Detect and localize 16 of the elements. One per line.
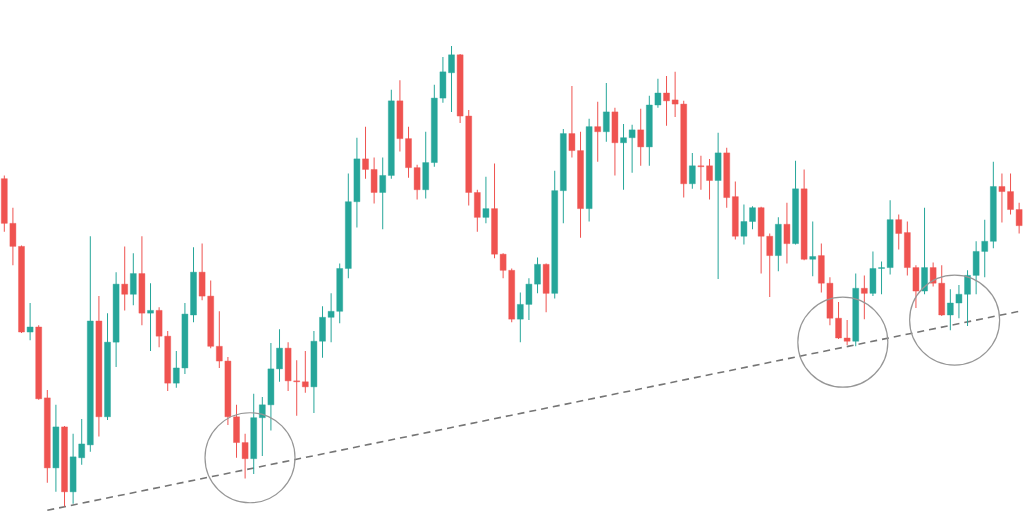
candlestick xyxy=(147,282,154,352)
candlestick xyxy=(921,207,928,295)
candlestick xyxy=(895,214,902,251)
candlestick xyxy=(26,302,34,341)
candlestick xyxy=(637,108,644,167)
candlestick xyxy=(302,350,309,394)
candlestick xyxy=(130,252,137,306)
candlestick xyxy=(783,202,791,264)
candlestick xyxy=(861,274,868,320)
candlestick xyxy=(809,221,816,277)
candlestick xyxy=(594,101,601,163)
candlestick xyxy=(121,245,128,311)
candlestick xyxy=(482,176,490,224)
candlestick xyxy=(689,152,696,190)
candlestick xyxy=(603,82,610,143)
candlestick xyxy=(379,156,386,230)
